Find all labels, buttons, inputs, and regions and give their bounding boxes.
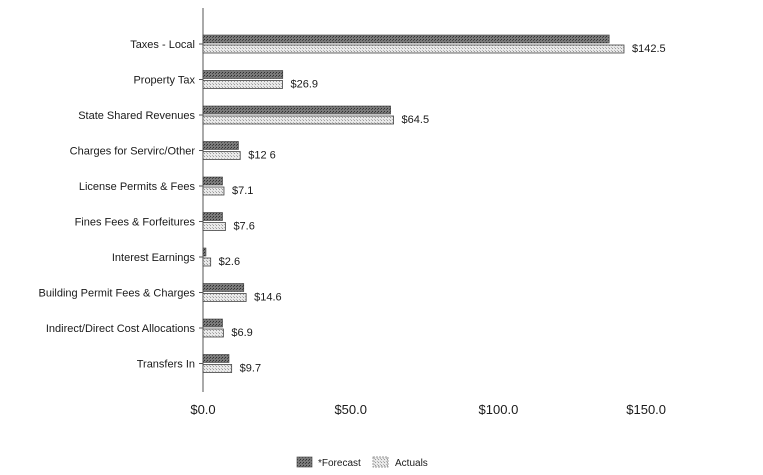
- bar-forecast: [202, 283, 245, 292]
- category-label: Charges for Servirc/Other: [70, 146, 196, 158]
- bar-forecast: [202, 105, 391, 115]
- x-tick-label: $150.0: [626, 402, 666, 417]
- data-label: $142.5: [632, 43, 666, 55]
- category-label: License Permits & Fees: [79, 181, 196, 193]
- category-label: State Shared Revenues: [78, 110, 195, 122]
- legend-swatch-forecast: [296, 456, 313, 468]
- bar-actuals: [202, 364, 233, 373]
- bar-actuals: [202, 44, 625, 54]
- data-label: $6.9: [231, 327, 252, 339]
- legend-label: *Forecast: [318, 458, 361, 469]
- bar-forecast: [202, 176, 223, 186]
- bar-forecast: [202, 247, 207, 257]
- data-label: $12 6: [248, 150, 276, 162]
- bar-forecast: [202, 354, 230, 363]
- bar-forecast: [202, 212, 223, 221]
- data-label: $9.7: [240, 363, 261, 375]
- category-label: Transfers In: [137, 359, 195, 371]
- bar-actuals: [202, 186, 225, 196]
- category-label: Taxes - Local: [130, 39, 195, 51]
- category-label: Fines Fees & Forfeitures: [75, 217, 196, 229]
- bar-actuals: [202, 222, 226, 231]
- bar-actuals: [202, 257, 212, 267]
- bar-actuals: [202, 328, 224, 338]
- bar-forecast: [202, 34, 610, 44]
- plot-area: Taxes - Local $142.5 Property Tax $26.9 Stat…: [38, 8, 666, 417]
- legend: *Forecast Actuals: [296, 456, 428, 469]
- bar-actuals: [202, 293, 247, 302]
- bar-forecast: [202, 141, 239, 150]
- data-label: $2.6: [219, 256, 240, 268]
- data-label: $14.6: [254, 292, 282, 304]
- category-label: Building Permit Fees & Charges: [38, 288, 195, 300]
- data-label: $7.6: [233, 221, 254, 233]
- legend-label: Actuals: [395, 458, 428, 469]
- legend-swatch-actuals: [372, 456, 389, 468]
- x-tick-label: $100.0: [479, 402, 519, 417]
- bar-actuals: [202, 151, 241, 160]
- category-label: Property Tax: [133, 75, 195, 87]
- category-label: Interest Earnings: [112, 252, 196, 264]
- x-tick-label: $0.0: [190, 402, 215, 417]
- bar-actuals: [202, 115, 394, 125]
- bar-forecast: [202, 318, 223, 328]
- data-label: $7.1: [232, 185, 253, 197]
- x-tick-label: $50.0: [334, 402, 367, 417]
- category-label: Indirect/Direct Cost Allocations: [46, 323, 196, 335]
- bar-forecast: [202, 70, 284, 79]
- data-label: $26.9: [290, 79, 318, 91]
- data-label: $64.5: [402, 114, 430, 126]
- bar-actuals: [202, 80, 283, 89]
